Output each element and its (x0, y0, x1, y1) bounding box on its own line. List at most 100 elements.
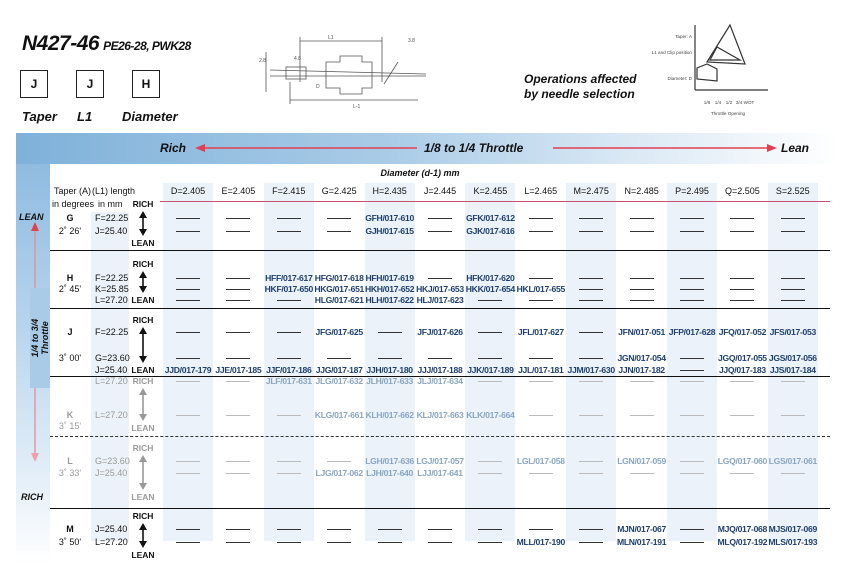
l1-length: L=27.20 (95, 295, 128, 305)
empty-cell (767, 409, 819, 421)
needle-part-cell: JJK/017-189 (467, 365, 514, 375)
dash (478, 358, 503, 360)
empty-cell (565, 352, 617, 364)
l1-length: J=25.40 (95, 226, 128, 236)
empty-cell (313, 523, 365, 535)
dash (730, 473, 755, 475)
graph-tick: 3/4 (736, 100, 743, 105)
dash (176, 300, 200, 302)
dash (579, 461, 604, 463)
rich-lean-arrow-icon (139, 523, 147, 548)
empty-cell (364, 326, 416, 338)
empty-cell (666, 225, 718, 237)
dash (528, 381, 553, 383)
needle-part-cell: HKK/017-654 (465, 284, 516, 294)
needle-part-cell: LGQ/017-060 (717, 456, 768, 466)
needle-part-cell: HLG/017-621 (314, 295, 364, 305)
empty-cell (212, 375, 264, 387)
needle-part-cell: JJG/017-187 (315, 365, 363, 375)
dash (730, 278, 755, 280)
dash (780, 278, 805, 280)
empty-cell (565, 409, 617, 421)
empty-cell (212, 272, 264, 284)
dim-label: 3.8 (408, 38, 415, 44)
l1-length: J=25.40 (95, 524, 128, 534)
empty-cell (212, 225, 264, 237)
empty-cell (414, 352, 466, 364)
dash (226, 231, 251, 233)
col-taper-header-2: in degrees (52, 199, 95, 209)
empty-cell (263, 409, 315, 421)
empty-cell (162, 375, 214, 387)
lean-label: LEAN (131, 492, 155, 502)
graph-tick: 1/2 (726, 100, 733, 105)
dash (528, 358, 553, 360)
diameter-column-header: N=2.485 (624, 186, 659, 196)
dash (680, 300, 704, 302)
diameter-label: Diameter (122, 109, 178, 124)
dash (780, 218, 805, 220)
dash (276, 542, 301, 544)
dash (780, 415, 805, 417)
empty-cell (616, 375, 668, 387)
taper-code: J (67, 327, 73, 337)
empty-cell (616, 225, 668, 237)
row-divider (50, 436, 830, 437)
dash (276, 529, 301, 531)
empty-cell (263, 352, 315, 364)
empty-cell (666, 352, 718, 364)
empty-cell (716, 409, 768, 421)
taper-code: K (66, 410, 74, 420)
l1-dim-label: L1 (328, 35, 334, 41)
col-taper-header: Taper (A) (54, 186, 92, 196)
dash (680, 473, 704, 475)
needle-part-cell: HKG/017-651 (314, 284, 365, 294)
empty-cell (565, 272, 617, 284)
needle-part-cell: LJJ/017-641 (417, 468, 463, 478)
empty-cell (313, 352, 365, 364)
dash (579, 473, 604, 475)
empty-cell (716, 225, 768, 237)
taper-code: G (66, 213, 74, 223)
dash (276, 332, 301, 334)
band-lean: Lean (781, 141, 810, 155)
needle-part-cell: JFJ/017-626 (417, 327, 463, 337)
dash (176, 415, 200, 417)
needle-part-cell: HKF/017-650 (264, 284, 314, 294)
dash (478, 529, 503, 531)
row-divider (50, 376, 830, 377)
l1-length: F=22.25 (95, 213, 129, 223)
needle-part-cell: JLF/017-631 (265, 376, 312, 386)
dash (176, 278, 200, 280)
dash (226, 529, 251, 531)
arrow-down-icon (31, 453, 39, 462)
needle-part-cell: LGH/017-636 (365, 456, 414, 466)
empty-cell (263, 294, 315, 306)
empty-cell (616, 272, 668, 284)
dash (579, 289, 604, 291)
empty-cell (666, 409, 718, 421)
dash (579, 332, 604, 334)
dash (176, 461, 200, 463)
rich-label: RICH (132, 199, 154, 209)
needle-part-cell: JJF/017-186 (266, 365, 312, 375)
empty-cell (263, 536, 315, 548)
empty-cell (162, 523, 214, 535)
empty-cell (515, 225, 567, 237)
empty-cell (565, 523, 617, 535)
dash (629, 278, 654, 280)
dash (276, 218, 301, 220)
empty-cell (515, 294, 567, 306)
dash (428, 278, 452, 280)
taper-code: M (66, 524, 74, 534)
dash (629, 218, 654, 220)
empty-cell (364, 536, 416, 548)
d-dim-label: D (316, 84, 320, 90)
diameter-column-header: G=2.425 (321, 186, 357, 196)
empty-cell (162, 536, 214, 548)
dash (276, 473, 301, 475)
empty-cell (515, 375, 567, 387)
needle-part-cell: JGN/017-054 (617, 353, 666, 363)
l1-length: L=27.20 (95, 376, 128, 386)
graph-tick: 1/8 (704, 100, 711, 105)
